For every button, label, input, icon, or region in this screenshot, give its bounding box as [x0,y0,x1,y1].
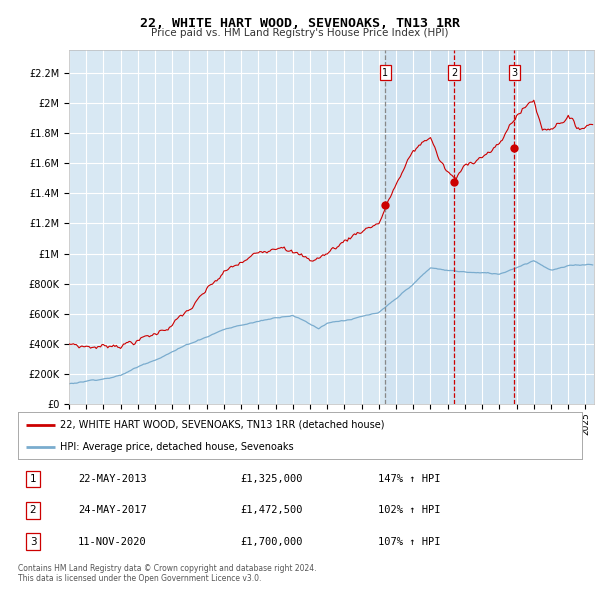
Text: 3: 3 [29,537,37,546]
Text: 147% ↑ HPI: 147% ↑ HPI [378,474,440,484]
Text: 22-MAY-2013: 22-MAY-2013 [78,474,147,484]
Text: Contains HM Land Registry data © Crown copyright and database right 2024.
This d: Contains HM Land Registry data © Crown c… [18,563,317,583]
Text: £1,472,500: £1,472,500 [240,506,302,515]
Text: £1,325,000: £1,325,000 [240,474,302,484]
Text: 2: 2 [29,506,37,515]
Text: 1: 1 [382,68,388,78]
Bar [385,50,594,404]
Text: 2: 2 [451,68,457,78]
Text: 24-MAY-2017: 24-MAY-2017 [78,506,147,515]
Text: 107% ↑ HPI: 107% ↑ HPI [378,537,440,546]
Text: 1: 1 [29,474,37,484]
Text: 3: 3 [511,68,517,78]
Text: 22, WHITE HART WOOD, SEVENOAKS, TN13 1RR: 22, WHITE HART WOOD, SEVENOAKS, TN13 1RR [140,17,460,30]
Text: £1,700,000: £1,700,000 [240,537,302,546]
Text: 102% ↑ HPI: 102% ↑ HPI [378,506,440,515]
Text: HPI: Average price, detached house, Sevenoaks: HPI: Average price, detached house, Seve… [60,442,294,452]
Text: 11-NOV-2020: 11-NOV-2020 [78,537,147,546]
Text: 22, WHITE HART WOOD, SEVENOAKS, TN13 1RR (detached house): 22, WHITE HART WOOD, SEVENOAKS, TN13 1RR… [60,419,385,430]
Text: Price paid vs. HM Land Registry's House Price Index (HPI): Price paid vs. HM Land Registry's House … [151,28,449,38]
